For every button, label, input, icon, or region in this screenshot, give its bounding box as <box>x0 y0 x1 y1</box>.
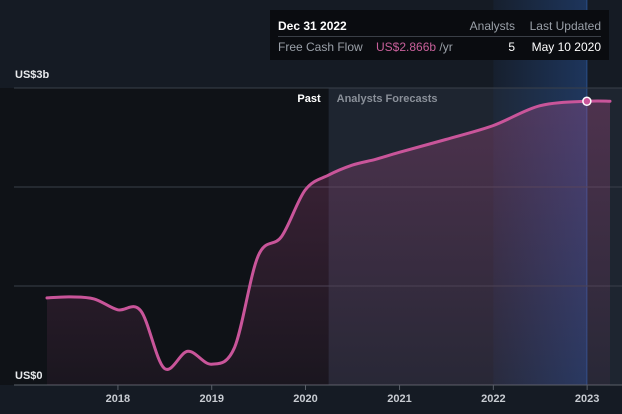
highlight-point-marker <box>582 96 592 107</box>
tooltip-metric: Free Cash Flow <box>278 40 363 54</box>
x-tick-label: 2020 <box>293 393 317 405</box>
y-label-bottom: US$0 <box>15 370 43 382</box>
tooltip-date: Dec 31 2022 <box>278 19 347 33</box>
tooltip-analysts-count: 5 <box>508 40 515 54</box>
x-tick-label: 2022 <box>481 393 505 405</box>
x-tick-label: 2018 <box>106 393 130 405</box>
tooltip-updated-date: May 10 2020 <box>531 40 601 54</box>
x-tick-label: 2023 <box>575 393 599 405</box>
tooltip-unit: /yr <box>436 40 453 54</box>
x-tick-label: 2021 <box>387 393 411 405</box>
tooltip-value-group: US$2.866b /yr <box>376 40 463 54</box>
y-label-top: US$3b <box>15 69 50 81</box>
series-area <box>47 100 610 385</box>
tooltip-value-row: Free Cash Flow US$2.866b /yr 5 May 10 20… <box>278 36 601 57</box>
tooltip-value: US$2.866b <box>376 40 437 54</box>
past-label: Past <box>297 93 321 105</box>
tooltip-updated-header: Last Updated <box>529 19 601 33</box>
tooltip: Dec 31 2022 Analysts Last Updated Free C… <box>270 10 609 60</box>
tooltip-analysts-header: Analysts <box>469 19 515 33</box>
tooltip-header-row: Dec 31 2022 Analysts Last Updated <box>278 16 601 36</box>
x-tick-label: 2019 <box>199 393 223 405</box>
forecast-label: Analysts Forecasts <box>337 93 438 105</box>
series-line <box>45 99 612 371</box>
